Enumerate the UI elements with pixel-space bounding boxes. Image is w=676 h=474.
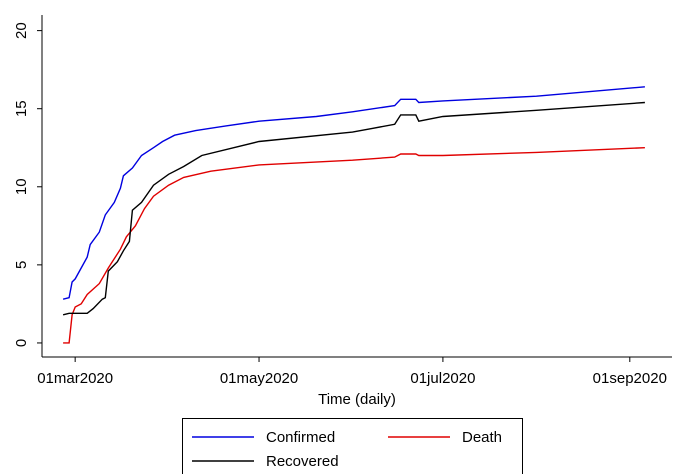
- legend-label: Recovered: [266, 453, 339, 470]
- y-tick-label: 0: [13, 339, 30, 347]
- legend-box: [182, 418, 523, 474]
- series-line: [62, 101, 645, 316]
- y-tick-label: 5: [13, 261, 30, 269]
- y-tick-label: 10: [13, 178, 30, 195]
- x-axis-label: Time (daily): [318, 391, 396, 408]
- series-line: [62, 86, 645, 300]
- y-tick-label: 15: [13, 100, 30, 117]
- series-line: [63, 147, 645, 344]
- y-tick-label: 20: [13, 22, 30, 39]
- x-tick-label: 01mar2020: [37, 370, 113, 387]
- legend-label: Confirmed: [266, 429, 335, 446]
- x-tick-label: 01sep2020: [593, 370, 667, 387]
- legend-label: Death: [462, 429, 502, 446]
- x-tick-label: 01may2020: [220, 370, 298, 387]
- x-tick-label: 01jul2020: [410, 370, 475, 387]
